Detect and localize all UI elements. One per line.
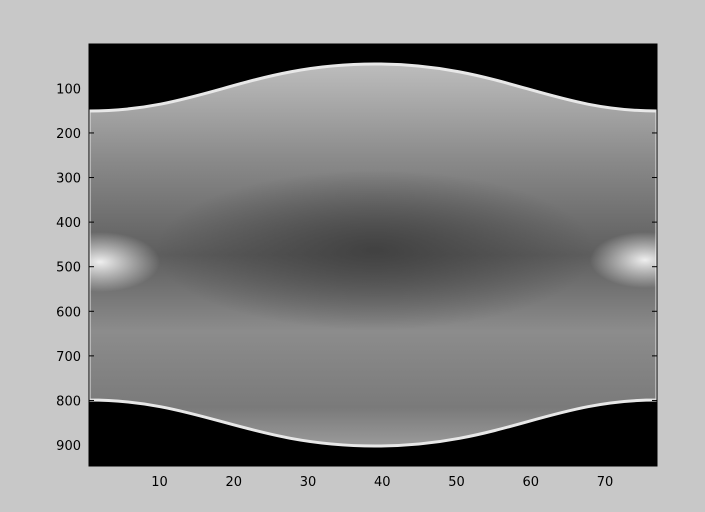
y-tick-label: 500 [56,261,81,276]
x-tick-label: 60 [523,475,540,490]
x-tick-label: 70 [597,475,614,490]
dark-region [155,170,595,330]
y-tick-label: 700 [56,350,81,365]
y-tick-label: 300 [56,172,81,187]
bright-spot [590,232,657,288]
y-tick-label: 100 [56,82,81,97]
y-tick-label: 400 [56,216,81,231]
y-tick-label: 900 [56,439,81,454]
x-tick-label: 50 [448,475,465,490]
x-tick-label: 30 [300,475,317,490]
axes-box [88,43,658,467]
x-tick-label: 20 [226,475,243,490]
y-tick-label: 600 [56,305,81,320]
bright-spot [89,232,160,292]
image [89,44,657,466]
x-tick-label: 40 [374,475,391,490]
y-tick-label: 800 [56,394,81,409]
x-tick-label: 10 [151,475,168,490]
y-tick-label: 200 [56,127,81,142]
